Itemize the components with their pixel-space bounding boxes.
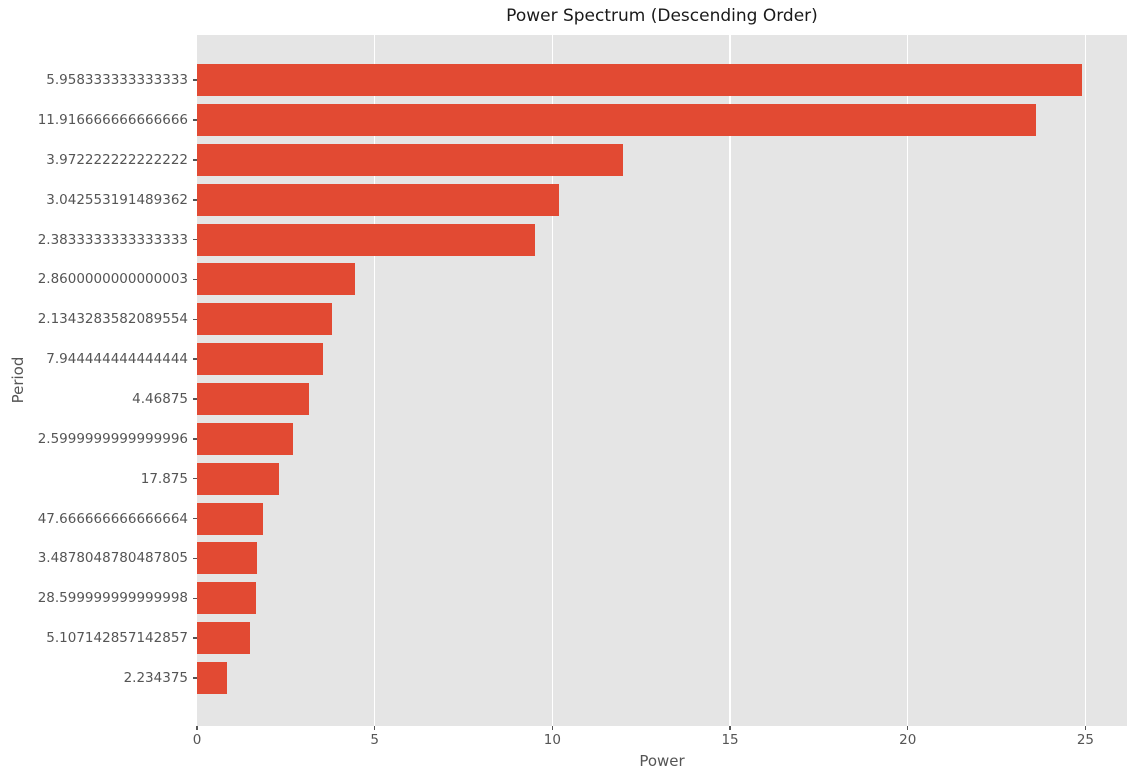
plot-area	[197, 35, 1127, 726]
y-tick-mark	[193, 238, 197, 241]
y-tick-mark	[193, 119, 197, 121]
y-tick-label: 17.875	[140, 470, 188, 487]
y-tick-mark	[193, 278, 197, 281]
y-tick-label: 2.1343283582089554	[37, 311, 188, 328]
y-tick-label: 11.916666666666666	[37, 112, 188, 129]
y-tick-mark	[193, 637, 197, 639]
x-tick-label: 15	[721, 732, 739, 748]
bar	[197, 104, 1036, 137]
y-tick-label: 28.599999999999998	[37, 590, 188, 607]
bar	[197, 422, 293, 455]
bar	[197, 223, 535, 256]
bar	[197, 661, 228, 694]
x-axis-label: Power	[639, 752, 685, 770]
y-tick-label: 4.46875	[132, 391, 188, 407]
bar	[197, 383, 309, 415]
gridline	[551, 35, 554, 726]
y-tick-mark	[193, 159, 197, 161]
y-tick-label: 2.234375	[123, 669, 188, 686]
y-tick-label: 7.944444444444444	[46, 351, 188, 368]
y-tick-mark	[193, 318, 197, 321]
x-tick-label: 0	[192, 732, 202, 748]
bar	[197, 303, 333, 336]
y-tick-mark	[193, 557, 197, 560]
chart-title: Power Spectrum (Descending Order)	[506, 6, 818, 26]
y-tick-label: 5.958333333333333	[46, 72, 188, 89]
x-tick-mark	[551, 726, 554, 730]
y-tick-label: 3.972222222222222	[46, 151, 188, 168]
y-tick-mark	[193, 79, 197, 81]
x-tick-mark	[1084, 726, 1087, 730]
x-tick-mark	[906, 726, 909, 730]
gridline	[729, 35, 731, 726]
x-tick-label: 20	[899, 732, 917, 748]
y-tick-mark	[193, 677, 197, 679]
gridline	[906, 35, 909, 726]
y-tick-mark	[193, 597, 197, 599]
y-tick-mark	[193, 398, 197, 400]
x-tick-mark	[373, 726, 376, 730]
y-tick-label: 47.666666666666664	[37, 510, 188, 527]
bar	[197, 582, 256, 615]
y-tick-mark	[193, 517, 197, 520]
bar	[197, 143, 624, 176]
y-tick-mark	[193, 358, 197, 360]
y-tick-label: 5.107142857142857	[46, 630, 188, 647]
y-tick-label: 2.5999999999999996	[37, 430, 188, 447]
bar	[197, 183, 560, 216]
bar	[197, 263, 356, 296]
bar	[197, 502, 263, 535]
gridline	[1084, 35, 1087, 726]
y-tick-label: 2.3833333333333333	[37, 231, 188, 248]
y-tick-label: 3.042553191489362	[46, 191, 188, 208]
x-tick-label: 25	[1076, 732, 1095, 748]
x-tick-label: 5	[370, 732, 379, 748]
y-tick-mark	[193, 199, 197, 201]
y-tick-mark	[193, 477, 197, 480]
bar	[197, 622, 251, 655]
x-tick-mark	[196, 726, 198, 730]
y-tick-mark	[193, 438, 197, 440]
bar	[197, 343, 324, 376]
y-tick-label: 2.8600000000000003	[37, 271, 188, 288]
bar	[197, 462, 279, 495]
y-tick-label: 3.4878048780487805	[37, 550, 188, 567]
bar	[197, 64, 1082, 97]
x-tick-mark	[729, 726, 731, 730]
gridline	[373, 35, 376, 726]
x-tick-label: 10	[543, 732, 561, 748]
bar	[197, 542, 258, 575]
